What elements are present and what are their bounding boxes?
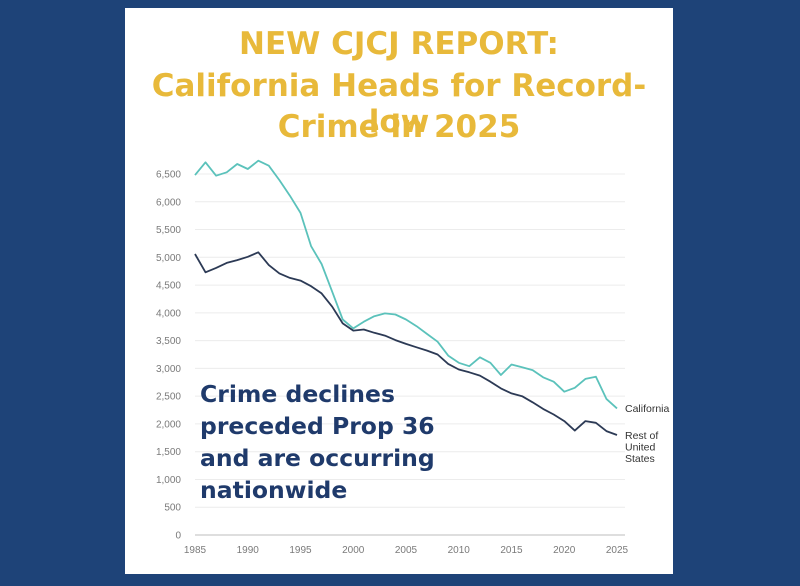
california-series-line — [194, 159, 618, 410]
y-tick-label: 2,500 — [156, 392, 181, 403]
x-tick-label: 2010 — [448, 545, 471, 556]
y-tick-label: 0 — [175, 531, 181, 542]
title-line-1: NEW CJCJ REPORT: — [239, 26, 559, 62]
y-tick-label: 1,000 — [156, 475, 181, 486]
x-tick-label: 1990 — [237, 545, 260, 556]
annotation-line-4: nationwide — [200, 476, 348, 504]
y-tick-label: 3,500 — [156, 336, 181, 347]
annotation-text: Crime declines preceded Prop 36 and are … — [200, 378, 460, 506]
title-line-3: Crime in 2025 — [277, 109, 521, 145]
x-tick-label: 1995 — [289, 545, 312, 556]
california-series-label: California — [625, 403, 670, 415]
y-tick-label: 6,000 — [156, 197, 181, 208]
annotation-line-3: and are occurring — [200, 444, 435, 472]
report-card: NEW CJCJ REPORT: California Heads for Re… — [125, 8, 673, 574]
annotation-line-1: Crime declines — [200, 380, 395, 408]
x-tick-label: 1985 — [184, 545, 207, 556]
y-tick-label: 500 — [164, 503, 181, 514]
y-tick-label: 2,000 — [156, 419, 181, 430]
title-line-2: California Heads for Record-low — [151, 68, 647, 140]
annotation-line-2: preceded Prop 36 — [200, 412, 435, 440]
rest-of-us-series-line — [194, 251, 618, 436]
x-tick-label: 2005 — [395, 545, 418, 556]
x-tick-label: 2025 — [606, 545, 629, 556]
line-chart: 0 500 1,000 1,500 2,000 2,500 3,000 3,500 4,000 4… — [156, 159, 670, 556]
y-tick-label: 1,500 — [156, 447, 181, 458]
y-tick-label: 4,000 — [156, 308, 181, 319]
y-tick-label: 4,500 — [156, 281, 181, 292]
y-tick-label: 5,500 — [156, 225, 181, 236]
y-tick-label: 6,500 — [156, 170, 181, 181]
x-tick-label: 2000 — [342, 545, 365, 556]
y-tick-label: 3,000 — [156, 364, 181, 375]
x-tick-label: 2015 — [500, 545, 523, 556]
x-tick-label: 2020 — [553, 545, 576, 556]
rest-of-us-series-label: Rest of United States — [625, 430, 658, 465]
y-tick-label: 5,000 — [156, 253, 181, 264]
